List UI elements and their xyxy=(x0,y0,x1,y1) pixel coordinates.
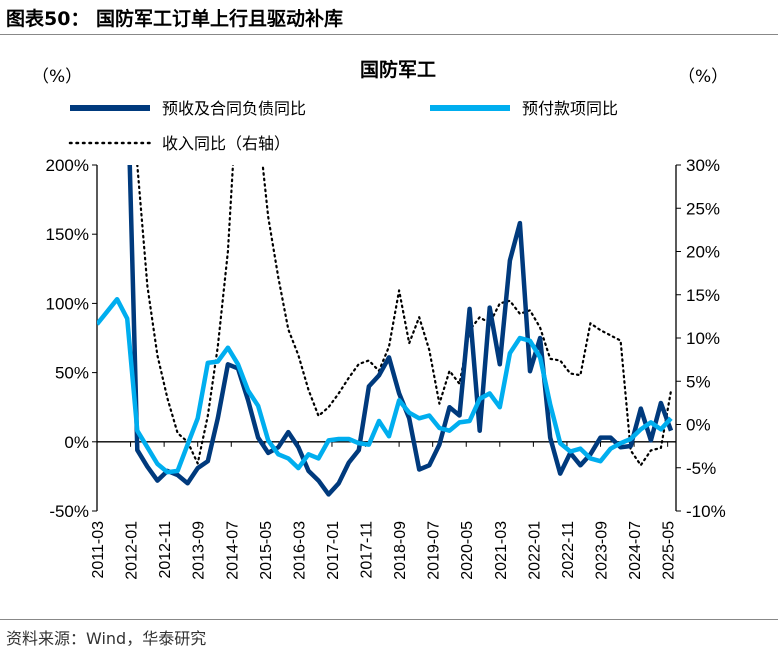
right-tick-label: 5% xyxy=(686,372,711,391)
legend-label: 预付款项同比 xyxy=(522,99,618,118)
x-tick-label: 2023-09 xyxy=(594,521,611,580)
x-tick-label: 2012-11 xyxy=(157,521,174,579)
right-tick-label: -10% xyxy=(686,502,726,521)
left-tick-label: 0% xyxy=(64,433,89,452)
left-tick-label: 200% xyxy=(46,156,89,175)
right-tick-label: 0% xyxy=(686,416,711,435)
legend-label: 预收及合同负债同比 xyxy=(162,99,306,118)
right-tick-label: 10% xyxy=(686,329,720,348)
x-tick-label: 2012-01 xyxy=(124,521,141,580)
x-tick-label: 2022-11 xyxy=(560,521,577,579)
x-tick-label: 2017-01 xyxy=(325,521,342,580)
x-tick-label: 2014-07 xyxy=(224,521,241,580)
x-tick-label: 2024-07 xyxy=(627,521,644,580)
left-tick-label: 50% xyxy=(55,364,89,383)
x-tick-label: 2021-03 xyxy=(493,521,510,580)
x-tick-label: 2018-09 xyxy=(392,521,409,580)
right-tick-label: 15% xyxy=(686,286,720,305)
x-tick-label: 2016-03 xyxy=(291,521,308,580)
left-tick-label: 100% xyxy=(46,294,89,313)
x-tick-label: 2020-05 xyxy=(459,521,476,580)
x-tick-label: 2011-03 xyxy=(90,521,107,579)
left-tick-label: 150% xyxy=(46,225,89,244)
source-note: 资料来源：Wind，华泰研究 xyxy=(6,629,207,648)
source-divider xyxy=(0,619,778,620)
title-divider xyxy=(0,34,778,35)
figure-title: 图表50： 国防军工订单上行且驱动补库 xyxy=(6,8,344,30)
series-line-3 xyxy=(136,165,673,467)
right-tick-label: 25% xyxy=(686,199,720,218)
left-tick-label: -50% xyxy=(49,502,89,521)
left-axis-unit: （%） xyxy=(32,67,82,87)
x-tick-label: 2022-01 xyxy=(526,521,543,580)
right-tick-label: 30% xyxy=(686,156,720,175)
right-tick-label: -5% xyxy=(686,459,716,478)
legend-label: 收入同比（右轴） xyxy=(162,134,290,153)
right-axis-unit: （%） xyxy=(678,67,728,87)
series-line-2 xyxy=(97,296,673,475)
chart-title: 国防军工 xyxy=(360,58,436,81)
x-tick-label: 2025-05 xyxy=(661,521,678,580)
x-tick-label: 2019-07 xyxy=(426,521,443,580)
x-tick-label: 2017-11 xyxy=(359,521,376,579)
x-tick-label: 2013-09 xyxy=(191,521,208,580)
right-tick-label: 20% xyxy=(686,243,720,262)
x-tick-label: 2015-05 xyxy=(258,521,275,580)
series-line-1 xyxy=(127,165,674,497)
